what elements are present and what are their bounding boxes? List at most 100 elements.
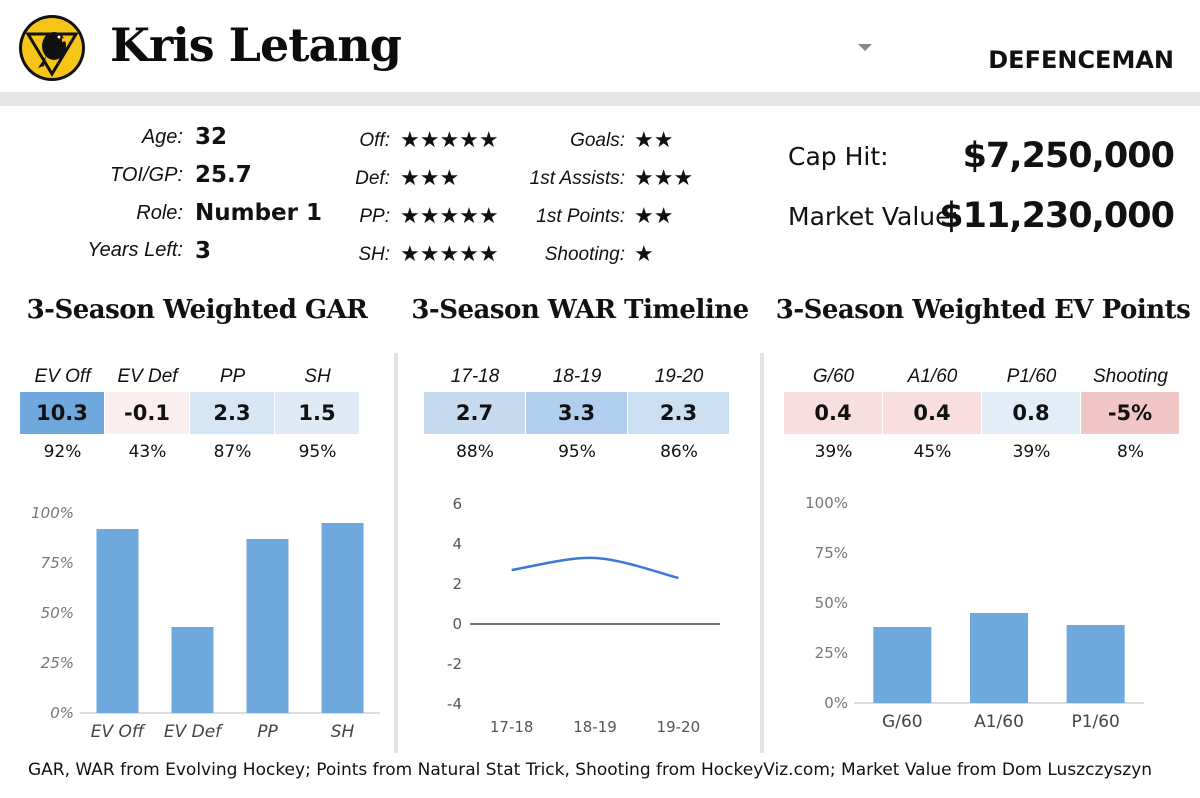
cap-hit-label: Cap Hit:	[788, 142, 889, 171]
bio-value-years-left: 3	[195, 238, 212, 264]
panel-divider	[394, 353, 398, 753]
table-value-cell: 2.3	[628, 392, 729, 434]
y-tick-label: 0%	[824, 694, 848, 712]
table-percentile: 87%	[213, 442, 252, 462]
x-tick-label: EV Def	[164, 722, 224, 742]
table-header: A1/60	[907, 366, 958, 387]
y-tick-label: 75%	[41, 554, 74, 572]
table-header: 19-20	[654, 366, 704, 387]
chevron-down-icon[interactable]	[858, 44, 872, 51]
table-value-cell: -0.1	[105, 392, 189, 434]
war-series-line	[511, 556, 679, 580]
table-percentile: 86%	[660, 442, 698, 462]
table-header: PP	[219, 366, 246, 387]
gar-section-title: 3-Season Weighted GAR	[26, 295, 368, 325]
rating-stars-1st-points: ★★	[634, 204, 674, 229]
y-tick-label: 4	[452, 535, 462, 553]
x-tick-label: 19-20	[657, 718, 701, 736]
market-value-label: Market Value:	[788, 202, 959, 231]
table-header: EV Def	[117, 366, 178, 387]
ev-points-percentile-chart: 0% 25% 50% 75% 100% G/60 A1/60 P1/60	[805, 494, 1144, 732]
table-header: SH	[304, 366, 331, 387]
x-tick-label: A1/60	[974, 712, 1024, 732]
y-tick-label: -2	[447, 655, 462, 673]
rating-stars-goals: ★★	[634, 128, 674, 153]
x-tick-label: 18-19	[573, 718, 617, 736]
table-percentile: 8%	[1117, 442, 1144, 462]
x-tick-label: 17-18	[490, 718, 534, 736]
table-percentile: 43%	[128, 442, 167, 462]
y-tick-label: 50%	[41, 604, 74, 622]
table-value-cell: 2.3	[190, 392, 274, 434]
rating-stars-sh: ★★★★★	[400, 242, 499, 267]
rating-stars-def: ★★★	[400, 166, 460, 191]
table-value-cell: 0.8	[982, 392, 1080, 434]
war-timeline-chart: -4 -2 0 2 4 6 17-18 18-19 19-20	[447, 495, 720, 736]
y-tick-label: 0	[452, 615, 462, 633]
rating-label-shooting: Shooting:	[544, 244, 625, 265]
table-header: 18-19	[552, 366, 602, 387]
table-percentile: 39%	[1012, 442, 1051, 462]
bar-sh	[321, 523, 364, 713]
bio-value-age: 32	[195, 124, 228, 150]
rating-stars-shooting: ★	[634, 242, 654, 267]
y-tick-label: 25%	[815, 644, 848, 662]
rating-label-def: Def:	[355, 168, 390, 189]
y-tick-label: 2	[452, 575, 462, 593]
x-tick-label: P1/60	[1071, 712, 1119, 732]
y-tick-label: 75%	[815, 544, 848, 562]
player-name: Kris Letang	[110, 18, 402, 72]
rating-label-1st-points: 1st Points:	[536, 206, 625, 227]
market-value-value: $11,230,000	[939, 196, 1175, 236]
gar-percentile-chart: 0% 25% 50% 75% 100% EV Off EV Def PP SH	[31, 504, 380, 742]
rating-label-goals: Goals:	[570, 130, 625, 151]
bar-g-60	[873, 627, 932, 703]
table-header: 17-18	[450, 366, 500, 387]
bar-pp	[246, 539, 289, 713]
panel-divider	[760, 353, 764, 753]
bio-label-toi: TOI/GP:	[110, 164, 183, 186]
y-tick-label: 100%	[805, 494, 848, 512]
table-value-cell: 0.4	[784, 392, 882, 434]
bio-value-toi: 25.7	[195, 162, 252, 188]
table-percentile: 39%	[814, 442, 853, 462]
table-value-cell: 3.3	[526, 392, 627, 434]
cap-hit-value: $7,250,000	[962, 136, 1175, 176]
war-section-title: 3-Season WAR Timeline	[411, 295, 749, 325]
bio-label-role: Role:	[136, 202, 183, 224]
table-header: G/60	[812, 366, 855, 387]
source-footnote: GAR, WAR from Evolving Hockey; Points fr…	[28, 760, 1153, 780]
table-percentile: 88%	[456, 442, 494, 462]
table-value-cell: 10.3	[20, 392, 104, 434]
table-percentile: 95%	[298, 442, 337, 462]
table-percentile: 95%	[558, 442, 596, 462]
table-header: P1/60	[1006, 366, 1057, 387]
bio-label-age: Age:	[141, 126, 183, 148]
y-tick-label: 6	[452, 495, 462, 513]
y-tick-label: 25%	[41, 654, 74, 672]
y-tick-label: 50%	[815, 594, 848, 612]
table-value-cell: -5%	[1081, 392, 1179, 434]
table-value-cell: 0.4	[883, 392, 981, 434]
table-header: Shooting	[1092, 366, 1168, 387]
bar-ev-def	[171, 627, 214, 713]
position-label: DEFENCEMAN	[988, 46, 1174, 74]
table-percentile: 92%	[43, 442, 82, 462]
x-tick-label: G/60	[882, 712, 923, 732]
rating-label-1st-assists: 1st Assists:	[529, 168, 625, 189]
bio-label-years-left: Years Left:	[87, 239, 183, 261]
x-tick-label: EV Off	[91, 722, 146, 742]
bar-ev-off	[96, 529, 139, 713]
rating-label-sh: SH:	[358, 244, 390, 265]
bar-a1-60	[970, 613, 1028, 703]
y-tick-label: 100%	[31, 504, 74, 522]
rating-label-pp: PP:	[359, 206, 390, 227]
team-logo	[19, 15, 85, 81]
rating-stars-pp: ★★★★★	[400, 204, 499, 229]
x-tick-label: SH	[331, 722, 355, 742]
ev-points-section-title: 3-Season Weighted EV Points	[775, 295, 1191, 325]
rating-label-off: Off:	[359, 130, 390, 151]
y-tick-label: 0%	[50, 704, 74, 722]
table-percentile: 45%	[913, 442, 952, 462]
y-tick-label: -4	[447, 695, 462, 713]
